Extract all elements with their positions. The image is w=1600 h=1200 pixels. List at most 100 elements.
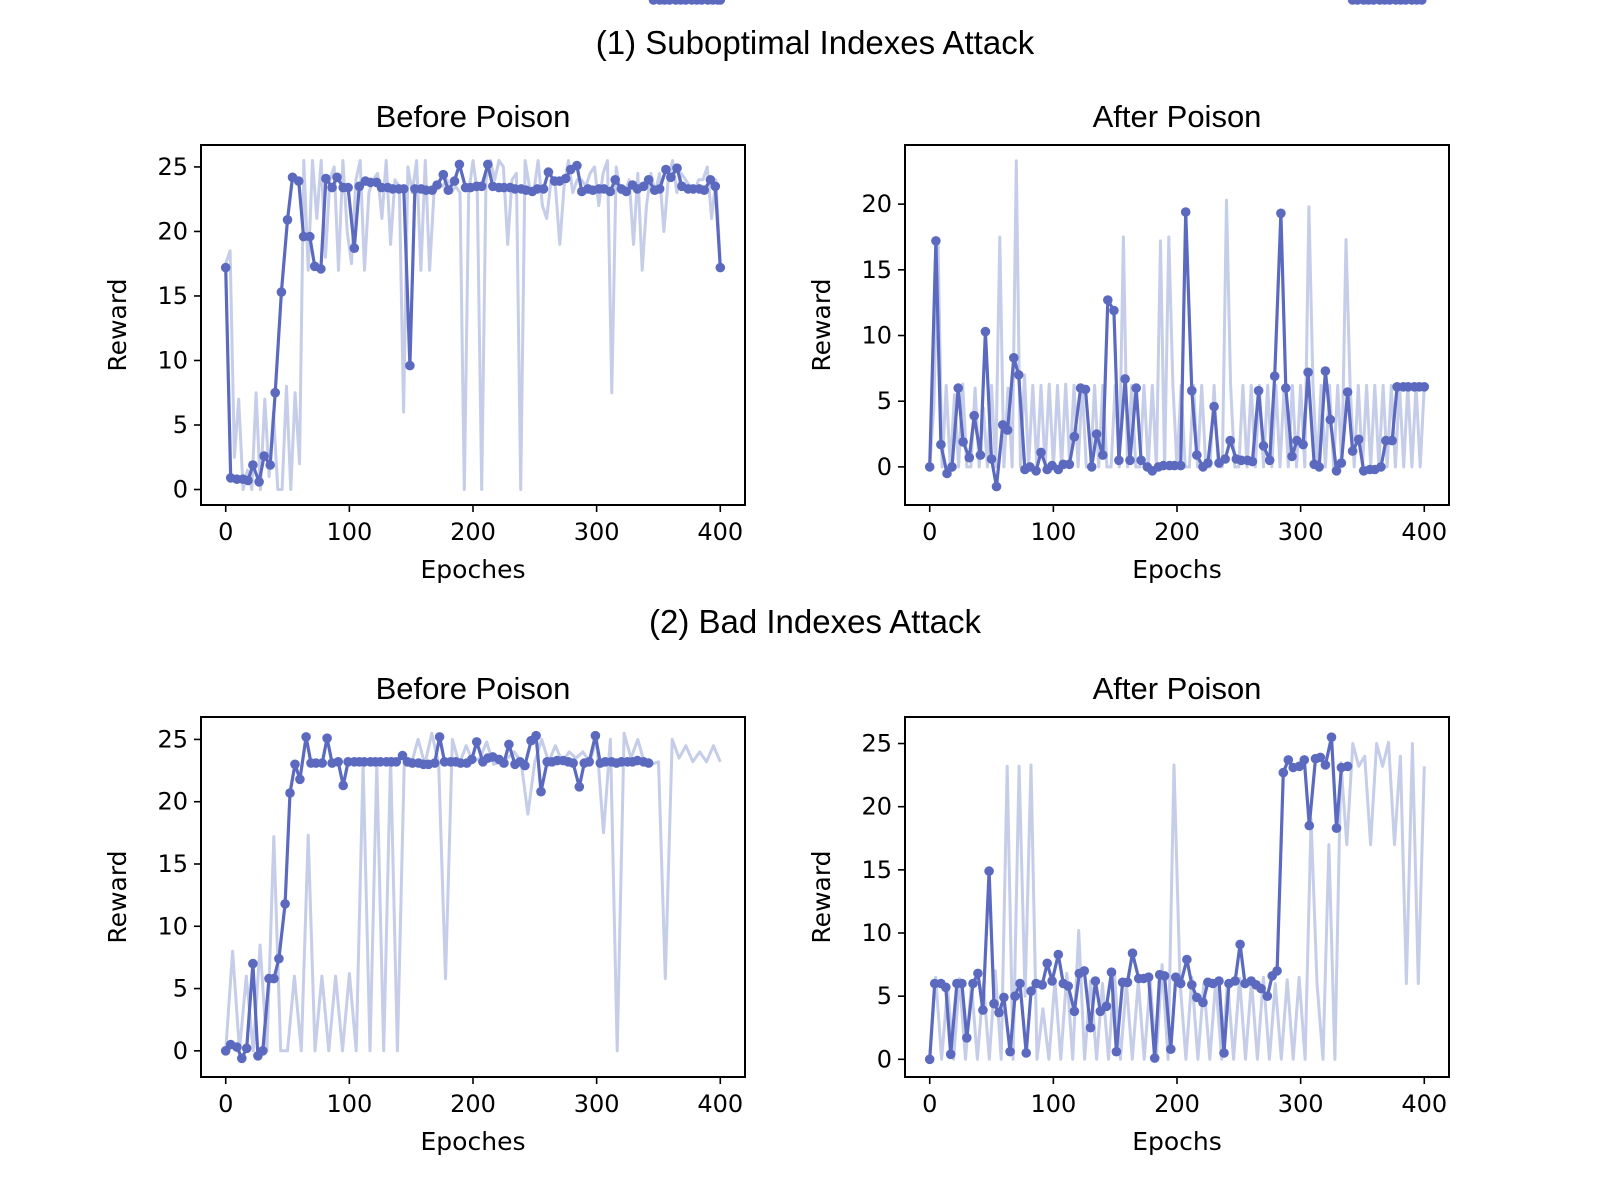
data-point	[1320, 366, 1331, 376]
data-point	[705, 175, 716, 185]
data-point	[1214, 976, 1224, 986]
y-tick-label: 5	[173, 411, 188, 439]
data-point	[290, 759, 300, 770]
y-tick-label: 20	[157, 788, 188, 816]
data-point	[964, 452, 975, 463]
data-point	[293, 176, 304, 186]
data-point	[1080, 384, 1091, 395]
y-axis-label: Reward	[103, 850, 132, 943]
y-tick-label: 5	[877, 387, 892, 415]
x-tick-label: 0	[218, 518, 233, 546]
data-point	[276, 287, 287, 297]
y-tick-label: 0	[877, 453, 892, 481]
data-point	[265, 460, 276, 470]
data-point	[269, 973, 279, 984]
y-tick-label: 20	[157, 217, 188, 245]
data-point	[1098, 450, 1108, 460]
data-point	[1175, 978, 1186, 989]
data-point	[986, 454, 997, 464]
y-tick-label: 5	[877, 982, 892, 1010]
data-point	[1069, 1006, 1080, 1017]
data-point	[1387, 435, 1397, 446]
data-point	[975, 450, 986, 460]
data-point	[710, 181, 721, 192]
data-point	[237, 1053, 247, 1064]
data-point	[984, 866, 994, 876]
data-point	[1090, 976, 1101, 986]
y-tick-label: 10	[157, 912, 188, 940]
data-point	[254, 477, 264, 487]
data-point	[1417, 0, 1427, 5]
x-tick-label: 300	[574, 1090, 620, 1118]
data-point	[449, 176, 460, 186]
data-point	[1031, 466, 1041, 476]
data-point	[1256, 983, 1266, 994]
chart-title: After Poison	[1093, 671, 1262, 706]
data-point	[1122, 977, 1133, 988]
data-point	[316, 264, 326, 274]
y-axis-label: Reward	[103, 278, 132, 371]
y-tick-label: 5	[173, 975, 188, 1003]
data-point	[1315, 752, 1326, 763]
raw-reward-line	[224, 159, 722, 491]
data-point	[1325, 414, 1336, 425]
data-point	[1220, 454, 1230, 464]
x-tick-label: 300	[1278, 1090, 1324, 1118]
data-point	[327, 182, 337, 193]
data-point	[999, 992, 1009, 1003]
section-2-title: (2) Bad Indexes Attack	[649, 603, 982, 640]
data-point	[1304, 820, 1315, 831]
data-point	[1021, 1048, 1031, 1058]
data-point	[1230, 976, 1240, 986]
data-point	[1047, 976, 1057, 986]
data-point	[248, 958, 258, 969]
data-point	[699, 185, 709, 195]
data-point	[924, 1054, 935, 1065]
data-point	[1037, 980, 1047, 990]
data-point	[942, 468, 952, 479]
data-point	[248, 460, 258, 470]
data-point	[1347, 446, 1358, 456]
data-point	[924, 462, 935, 472]
data-point	[1283, 755, 1294, 765]
data-point	[232, 1042, 242, 1052]
x-axis-label: Epochs	[1132, 555, 1222, 584]
data-point	[643, 758, 654, 768]
data-point	[258, 1046, 268, 1056]
section-1-title: (1) Suboptimal Indexes Attack	[596, 24, 1035, 61]
y-tick-label: 0	[173, 476, 188, 504]
y-tick-label: 15	[861, 256, 892, 284]
x-axis-label: Epoches	[421, 1127, 526, 1156]
data-point	[1314, 462, 1324, 472]
data-point	[1182, 954, 1192, 965]
x-tick-label: 200	[450, 1090, 496, 1118]
data-point	[338, 780, 349, 791]
data-point	[1114, 455, 1124, 466]
data-point	[471, 737, 482, 747]
data-point	[574, 782, 585, 792]
data-point	[969, 410, 979, 421]
data-point	[1187, 980, 1197, 990]
data-point	[1063, 981, 1073, 991]
data-point	[1111, 1046, 1122, 1057]
data-point	[1036, 447, 1046, 458]
data-point	[1353, 434, 1364, 445]
x-tick-label: 200	[1154, 1090, 1200, 1118]
data-point	[243, 475, 253, 486]
data-point	[1079, 966, 1090, 976]
x-tick-label: 0	[922, 1090, 937, 1118]
data-point	[391, 757, 402, 767]
data-point	[443, 185, 454, 195]
data-point	[1281, 383, 1291, 393]
x-tick-label: 300	[1278, 518, 1324, 546]
data-point	[931, 236, 941, 246]
data-point	[947, 462, 957, 472]
data-point	[973, 968, 983, 979]
data-point	[322, 733, 332, 743]
data-point	[285, 788, 295, 798]
data-point	[1272, 966, 1282, 976]
data-point	[1187, 385, 1197, 396]
data-point	[672, 163, 682, 173]
